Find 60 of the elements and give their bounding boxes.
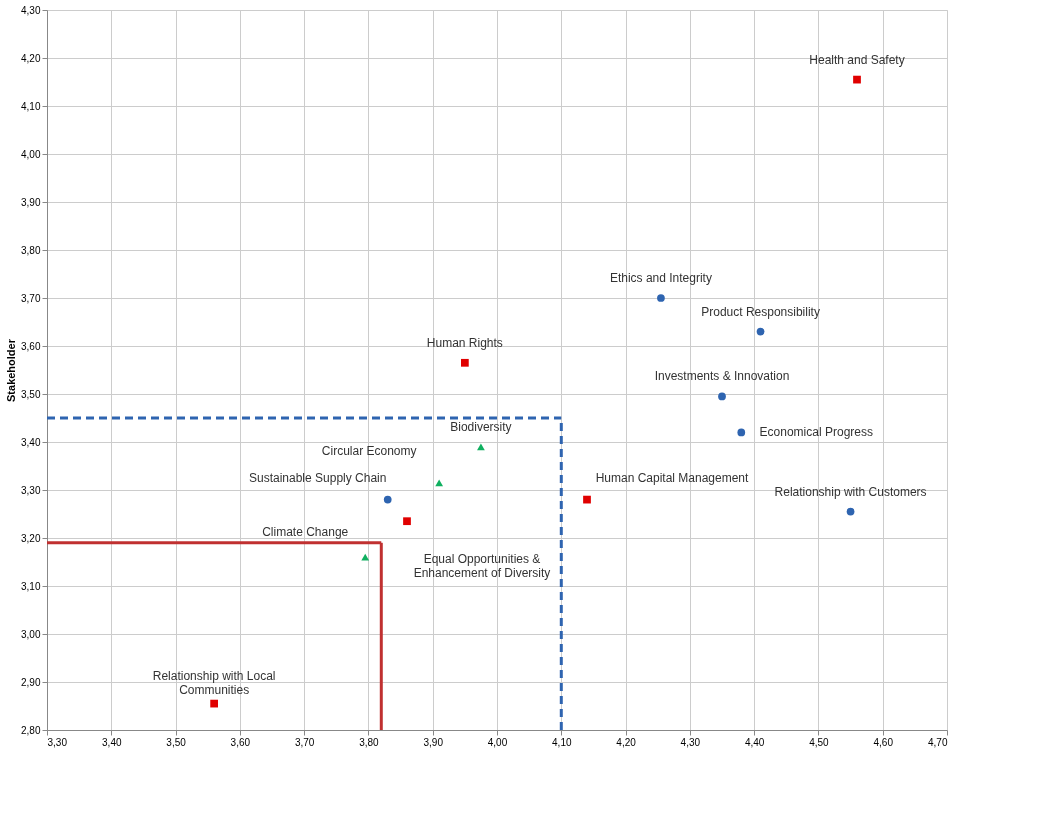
x-tick-label: 3,80	[359, 736, 380, 748]
point	[853, 75, 861, 84]
y-tick-label: 3,80	[21, 244, 41, 256]
y-tick-label: 4,00	[21, 148, 41, 160]
x-tick-label: 4,50	[809, 736, 830, 748]
annotation: Relationship with Local Communities	[152, 668, 276, 697]
y-tick-label: 2,80	[21, 724, 41, 736]
y-axis-title: Stakeholder	[5, 338, 18, 402]
x-tick-label: 4,60	[873, 736, 894, 748]
point	[477, 443, 485, 451]
y-tick-label: 2,90	[21, 676, 41, 688]
point	[435, 479, 444, 487]
x-tick-label: 4,70	[928, 736, 948, 748]
point	[718, 392, 726, 401]
point	[460, 358, 469, 367]
x-tick-label: 4,10	[552, 736, 572, 748]
annotation: Climate Change	[262, 525, 349, 540]
annotation: Sustainable Supply Chain	[249, 470, 387, 485]
x-tick-label: 3,40	[102, 736, 122, 748]
point	[383, 495, 392, 504]
annotation: Health and Safety	[809, 52, 905, 67]
annotation: Biodiversity	[450, 419, 512, 434]
x-tick-label: 3,30	[47, 736, 68, 748]
point	[846, 507, 855, 516]
x-tick-label: 4,40	[744, 736, 765, 748]
y-tick-label: 3,90	[21, 196, 41, 208]
point	[737, 428, 746, 437]
y-tick-label: 3,50	[21, 388, 41, 400]
x-tick-label: 3,70	[294, 736, 315, 748]
y-tick-label: 4,30	[21, 4, 41, 16]
x-tick-label: 4,30	[680, 736, 701, 748]
x-tick-label: 3,90	[423, 736, 444, 748]
y-tick-label: 3,70	[21, 292, 41, 304]
y-tick-label: 3,20	[21, 532, 41, 544]
y-tick-label: 4,20	[21, 52, 41, 64]
x-tick-label: 3,60	[230, 736, 251, 748]
x-tick-label: 4,20	[616, 736, 637, 748]
annotation: Ethics and Integrity	[609, 271, 712, 285]
annotation: Human Rights	[426, 335, 503, 350]
y-tick-label: 3,30	[21, 484, 41, 496]
point	[361, 553, 370, 561]
annotation: Equal Opportunities & Enhancement of Diversity	[413, 552, 551, 581]
point	[210, 699, 219, 708]
annotation: Economical Progress	[759, 425, 873, 440]
point	[756, 327, 765, 336]
y-tick-label: 3,60	[21, 340, 41, 352]
annotation: Circular Economy	[321, 443, 417, 458]
point	[403, 517, 411, 526]
y-tick-label: 4,10	[21, 100, 41, 112]
annotation: Relationship with Customers	[774, 484, 927, 499]
y-tick-label: 3,40	[21, 436, 41, 448]
annotation: Investments & Innovation	[654, 369, 790, 384]
y-tick-label: 3,00	[21, 628, 41, 640]
point	[583, 495, 591, 504]
point	[657, 294, 665, 302]
x-tick-label: 4,00	[487, 736, 508, 748]
annotation: Human Capital Management	[595, 470, 750, 485]
x-tick-label: 3,50	[166, 736, 187, 748]
annotation: Product Responsibility	[701, 304, 820, 319]
y-tick-label: 3,10	[21, 580, 41, 592]
